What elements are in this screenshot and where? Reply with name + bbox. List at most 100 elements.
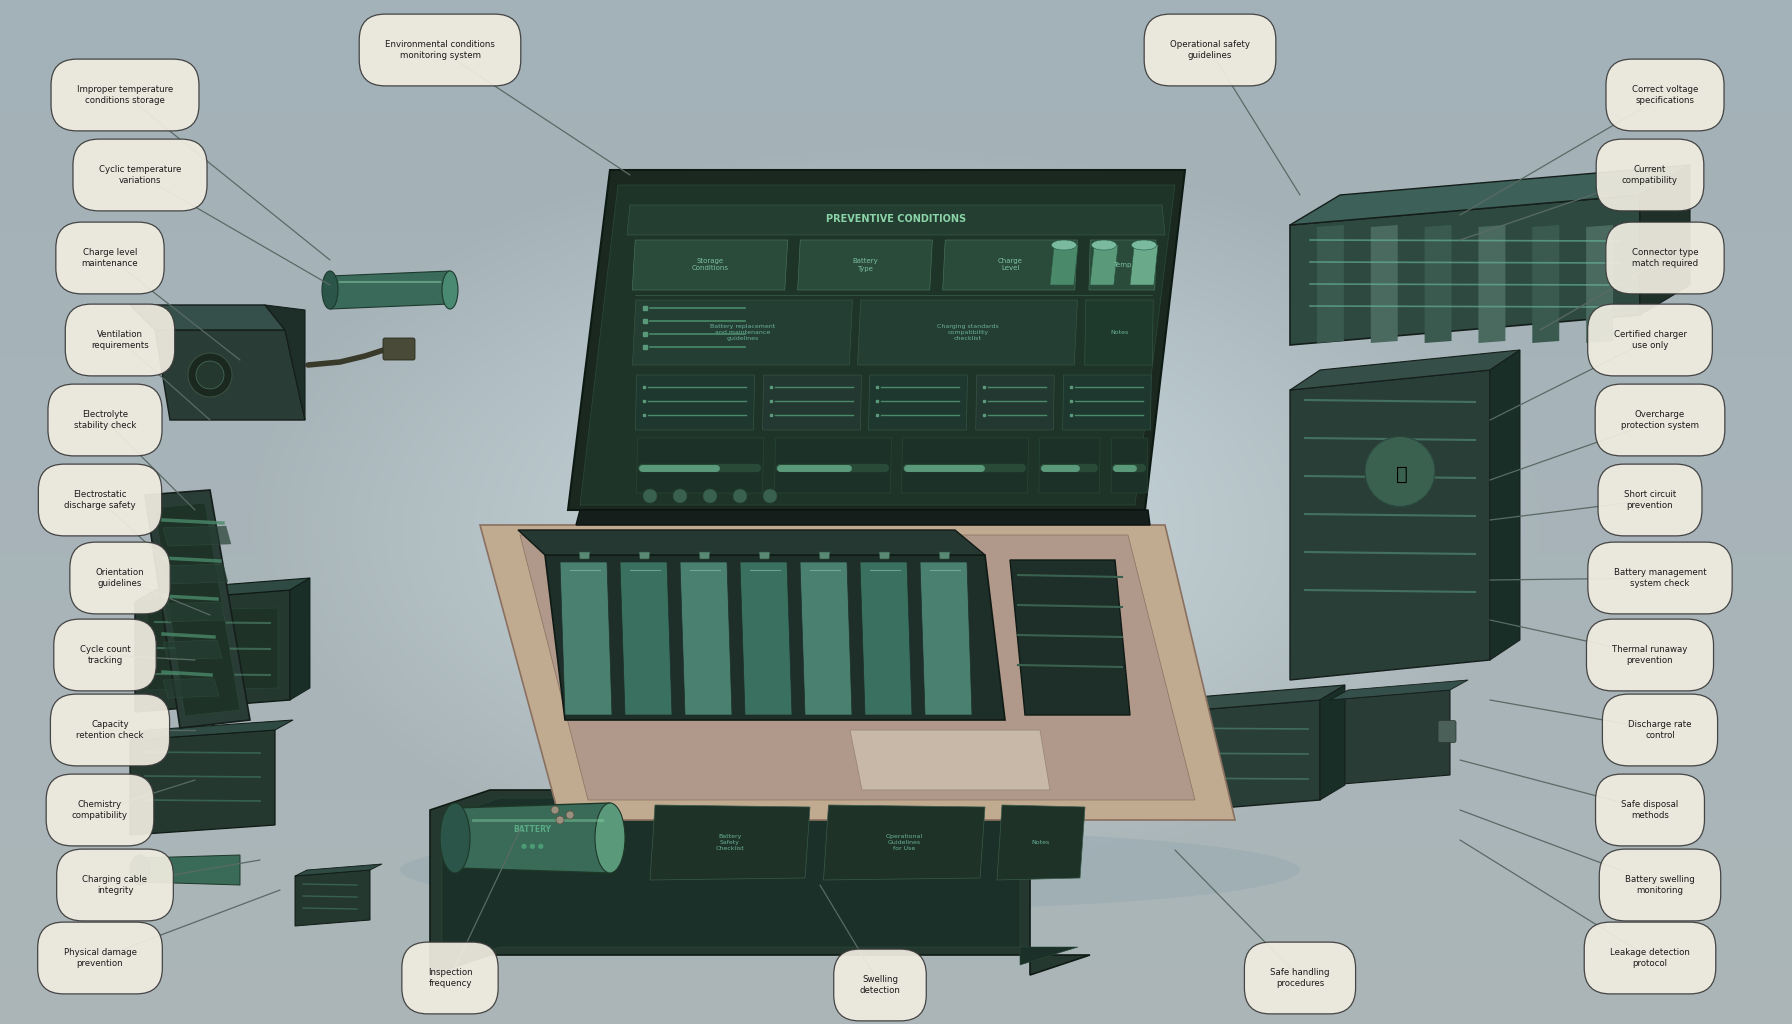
Polygon shape [520,535,1195,800]
Polygon shape [131,720,294,740]
Polygon shape [1290,195,1640,345]
Polygon shape [1532,225,1559,343]
Polygon shape [575,510,1150,525]
Text: Battery
Type: Battery Type [853,258,878,271]
Polygon shape [824,805,986,880]
Circle shape [643,489,658,503]
Polygon shape [1290,370,1489,680]
Polygon shape [480,525,1235,820]
Polygon shape [1489,350,1520,660]
Polygon shape [1317,225,1344,343]
Ellipse shape [1131,240,1156,250]
Circle shape [556,816,564,824]
Circle shape [674,489,686,503]
Polygon shape [1011,560,1131,715]
Polygon shape [1290,165,1690,225]
Ellipse shape [400,830,1299,910]
Text: Charge
Level: Charge Level [998,258,1023,271]
Polygon shape [559,562,613,715]
Text: Temp: Temp [1113,262,1133,268]
Polygon shape [296,870,369,926]
Circle shape [195,361,224,389]
Text: Inspection
frequency: Inspection frequency [428,968,473,988]
Polygon shape [163,526,231,546]
Polygon shape [1050,245,1079,285]
Polygon shape [636,438,763,493]
Text: Electrolyte
stability check: Electrolyte stability check [73,410,136,430]
Text: Charge level
maintenance: Charge level maintenance [82,248,138,268]
Circle shape [188,353,231,397]
Text: Current
compatibility: Current compatibility [1622,165,1677,185]
Polygon shape [1371,225,1398,343]
Polygon shape [147,608,278,690]
Ellipse shape [323,271,339,309]
Text: Discharge rate
control: Discharge rate control [1629,720,1692,740]
Text: Notes: Notes [1032,840,1050,845]
Polygon shape [650,805,810,880]
Ellipse shape [595,803,625,873]
Text: Charging standards
compatibility
checklist: Charging standards compatibility checkli… [937,324,998,341]
Polygon shape [163,602,226,622]
Polygon shape [568,170,1185,510]
Polygon shape [943,240,1077,290]
Text: Swelling
detection: Swelling detection [860,975,900,995]
Polygon shape [1425,225,1452,343]
Circle shape [733,489,747,503]
Circle shape [702,489,717,503]
Polygon shape [134,578,310,602]
Circle shape [1366,436,1435,507]
Polygon shape [1039,438,1100,493]
Circle shape [550,806,559,814]
Text: Capacity
retention check: Capacity retention check [77,720,143,740]
Ellipse shape [443,271,459,309]
Polygon shape [939,552,950,559]
Text: Overcharge
protection system: Overcharge protection system [1622,410,1699,430]
Polygon shape [699,552,710,559]
Polygon shape [545,555,1005,720]
Polygon shape [134,590,290,712]
Polygon shape [581,185,1176,505]
Text: Ventilation
requirements: Ventilation requirements [91,330,149,350]
Text: Connector type
match required: Connector type match required [1633,248,1699,268]
Polygon shape [131,730,274,835]
Polygon shape [145,490,251,728]
Polygon shape [579,552,590,559]
Polygon shape [760,552,771,559]
Polygon shape [1330,690,1450,785]
Text: Physical damage
prevention: Physical damage prevention [63,948,136,968]
Text: Chemistry
compatibility: Chemistry compatibility [72,800,127,820]
Text: Thermal runaway
prevention: Thermal runaway prevention [1613,645,1688,665]
Polygon shape [131,305,285,330]
Polygon shape [1063,375,1150,430]
Polygon shape [636,375,754,430]
Text: Battery swelling
monitoring: Battery swelling monitoring [1625,874,1695,895]
Polygon shape [1111,438,1149,493]
FancyBboxPatch shape [1437,721,1455,742]
Text: Battery replacement
and maintenance
guidelines: Battery replacement and maintenance guid… [710,324,776,341]
Text: Battery management
system check: Battery management system check [1613,568,1706,588]
Polygon shape [430,790,1090,975]
Ellipse shape [131,855,151,885]
Text: Cycle count
tracking: Cycle count tracking [79,645,131,665]
Polygon shape [819,552,830,559]
Polygon shape [1330,680,1468,700]
Polygon shape [330,271,450,309]
FancyBboxPatch shape [383,338,416,360]
Text: Operational
Guidelines
for Use: Operational Guidelines for Use [885,835,923,851]
Polygon shape [1131,245,1158,285]
Text: Improper temperature
conditions storage: Improper temperature conditions storage [77,85,174,105]
Text: Leakage detection
protocol: Leakage detection protocol [1609,948,1690,968]
Polygon shape [1321,685,1346,800]
Text: Storage
Conditions: Storage Conditions [692,258,729,271]
Text: Charging cable
integrity: Charging cable integrity [82,874,147,895]
Polygon shape [919,562,971,715]
Polygon shape [774,438,891,493]
Text: ● ● ●: ● ● ● [521,843,545,849]
Polygon shape [797,240,932,290]
Polygon shape [860,562,912,715]
Polygon shape [679,562,731,715]
Text: Cyclic temperature
variations: Cyclic temperature variations [99,165,181,185]
Polygon shape [1090,240,1156,290]
Polygon shape [1134,685,1346,715]
Text: Certified charger
use only: Certified charger use only [1613,330,1686,350]
